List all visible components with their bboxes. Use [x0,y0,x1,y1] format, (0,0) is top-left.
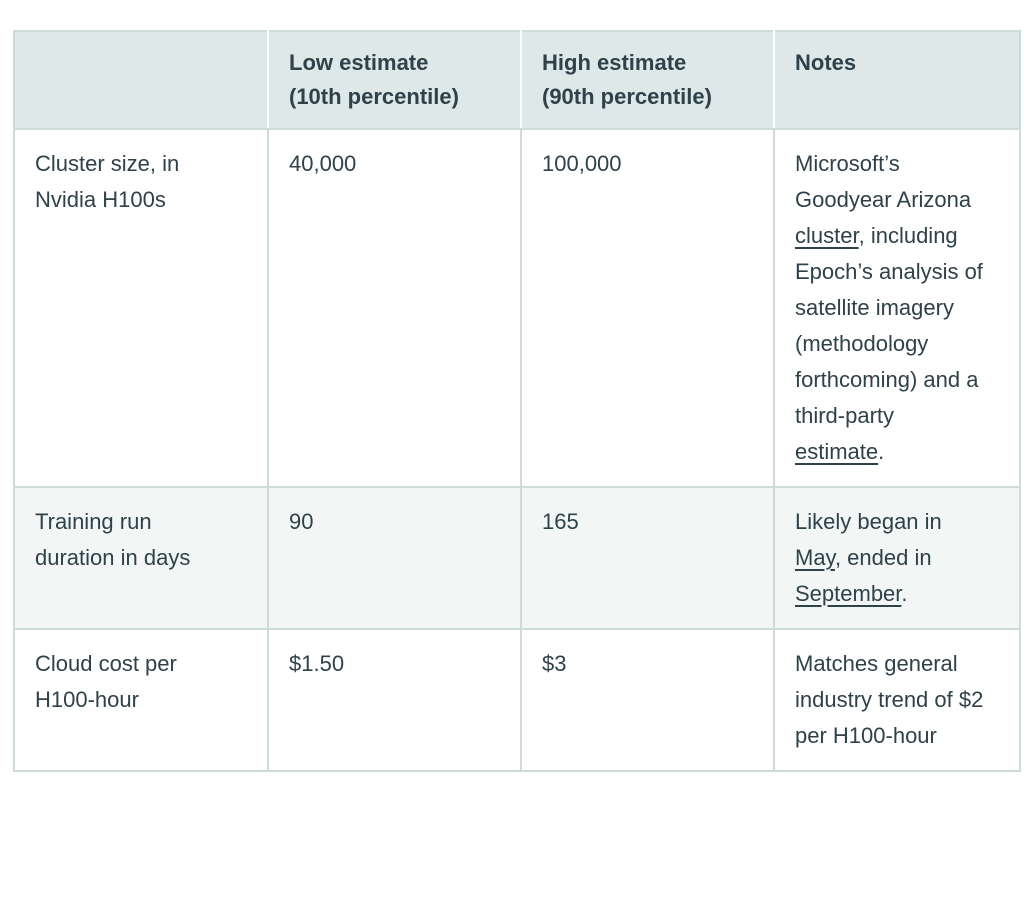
row-label-cell: Training run duration in days [13,486,269,630]
estimates-table: Low estimate (10th percentile) High esti… [13,30,1021,772]
low-estimate-cell: $1.50 [267,628,522,772]
note-text: . [901,581,908,606]
table-row-training-duration: Training run duration in days 90 165 Lik… [13,486,1021,630]
low-estimate-cell: 40,000 [267,128,522,488]
notes-cell: Likely began in May, ended in September. [773,486,1021,630]
note-text: Microsoft’s Goodyear Arizona [795,151,972,212]
note-link[interactable]: estimate [795,439,879,464]
note-text: Matches general industry trend of $2 per… [795,651,984,748]
notes-cell: Matches general industry trend of $2 per… [773,628,1021,772]
note-link[interactable]: May [795,545,835,570]
table-header: Low estimate (10th percentile) High esti… [13,30,1021,130]
note-text: . [878,439,885,464]
table-body: Cluster size, in Nvidia H100s 40,000 100… [13,128,1021,772]
note-link[interactable]: September [795,581,902,606]
header-row: Low estimate (10th percentile) High esti… [13,30,1021,130]
row-label-cell: Cloud cost per H100-hour [13,628,269,772]
column-header-high-estimate: High estimate (90th percentile) [520,30,775,130]
column-header-notes: Notes [773,30,1021,130]
notes-cell: Microsoft’s Goodyear Arizona cluster, in… [773,128,1021,488]
note-text: Likely began in [795,509,942,534]
column-header-blank [13,30,269,130]
high-estimate-cell: $3 [520,628,775,772]
table-row-cloud-cost: Cloud cost per H100-hour $1.50 $3 Matche… [13,628,1021,772]
table-row-cluster-size: Cluster size, in Nvidia H100s 40,000 100… [13,128,1021,488]
high-estimate-cell: 100,000 [520,128,775,488]
table-container: Low estimate (10th percentile) High esti… [13,30,1021,772]
note-text: , ended in [834,545,932,570]
row-label-cell: Cluster size, in Nvidia H100s [13,128,269,488]
note-link[interactable]: cluster [795,223,859,248]
low-estimate-cell: 90 [267,486,522,630]
high-estimate-cell: 165 [520,486,775,630]
note-text: , including Epoch’s analysis of satellit… [795,223,983,428]
column-header-low-estimate: Low estimate (10th percentile) [267,30,522,130]
